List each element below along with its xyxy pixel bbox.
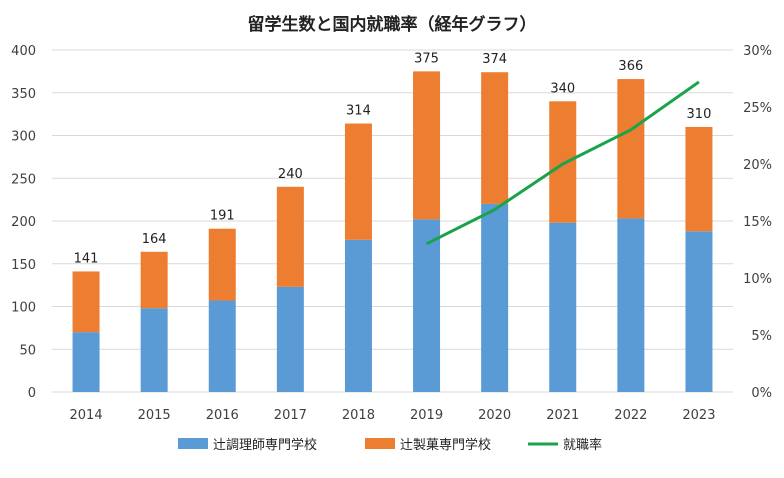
x-tick-label: 2018	[342, 408, 375, 423]
bar-chori	[344, 239, 372, 392]
total-label: 375	[414, 51, 439, 66]
y-tick-label: 250	[11, 172, 36, 187]
bar-seika	[208, 228, 236, 301]
x-tick-label: 2017	[274, 408, 307, 423]
x-tick-label: 2019	[410, 408, 443, 423]
y2-tick-label: 0%	[751, 386, 772, 401]
legend-swatch	[178, 438, 208, 449]
total-label: 374	[482, 52, 507, 67]
legend-swatch	[365, 438, 395, 449]
x-tick-label: 2021	[546, 408, 579, 423]
x-tick-label: 2023	[682, 408, 715, 423]
y2-tick-label: 25%	[743, 101, 772, 116]
bar-chori	[208, 300, 236, 392]
bar-chori	[72, 332, 100, 392]
y-tick-label: 100	[11, 301, 36, 316]
y-tick-label: 0	[28, 386, 36, 401]
total-label: 141	[74, 251, 99, 266]
y-tick-label: 400	[11, 44, 36, 59]
y-tick-label: 300	[11, 130, 36, 145]
x-tick-label: 2016	[206, 408, 239, 423]
bar-seika	[140, 251, 168, 309]
bars	[72, 71, 713, 392]
legend: 辻調理師専門学校 辻製菓専門学校 就職率	[178, 437, 602, 453]
y-tick-label: 50	[19, 343, 36, 358]
legend-label: 辻製菓専門学校	[400, 437, 491, 453]
y-tick-label: 150	[11, 258, 36, 273]
total-label: 191	[210, 209, 235, 224]
bar-chori	[617, 218, 645, 392]
chart-title: 留学生数と国内就職率（経年グラフ）	[248, 14, 537, 35]
y-tick-label: 350	[11, 87, 36, 102]
y-tick-label: 200	[11, 215, 36, 230]
bar-seika	[549, 101, 577, 223]
bar-seika	[481, 72, 509, 204]
bar-seika	[276, 186, 304, 287]
bar-chori	[481, 203, 509, 392]
y2-tick-label: 10%	[743, 272, 772, 287]
bar-chori	[413, 219, 441, 392]
y-axis-right: 0% 5% 10% 15% 20% 25% 30%	[743, 44, 772, 401]
bar-seika	[617, 79, 645, 219]
legend-label: 辻調理師専門学校	[213, 437, 317, 453]
bar-chori	[276, 286, 304, 392]
data-labels: 141 164 191 240 314 375 374 340 366 310	[74, 51, 712, 266]
bar-seika	[413, 71, 441, 220]
total-label: 314	[346, 104, 371, 119]
total-label: 164	[142, 232, 167, 247]
x-tick-label: 2014	[70, 408, 103, 423]
x-axis: 2014 2015 2016 2017 2018 2019 2020 2021 2022 2023	[70, 408, 716, 423]
x-tick-label: 2020	[478, 408, 511, 423]
y2-tick-label: 30%	[743, 44, 772, 59]
total-label: 366	[618, 59, 643, 74]
y2-tick-label: 20%	[743, 158, 772, 173]
total-label: 310	[687, 107, 712, 122]
legend-label: 就職率	[563, 437, 602, 453]
bar-seika	[685, 126, 713, 232]
y-axis-left: 0 50 100 150 200 250 300 350 400	[11, 44, 36, 401]
y2-tick-label: 15%	[743, 215, 772, 230]
bar-chori	[685, 231, 713, 392]
y2-tick-label: 5%	[751, 329, 772, 344]
total-label: 340	[550, 81, 575, 96]
x-tick-label: 2022	[614, 408, 647, 423]
bar-chori	[140, 308, 168, 392]
bar-chori	[549, 222, 577, 392]
line-series-employment-rate	[425, 80, 700, 246]
total-label: 240	[278, 167, 303, 182]
employment-rate-line	[425, 80, 700, 246]
bar-seika	[344, 123, 372, 240]
x-tick-label: 2015	[138, 408, 171, 423]
bar-seika	[72, 271, 100, 333]
